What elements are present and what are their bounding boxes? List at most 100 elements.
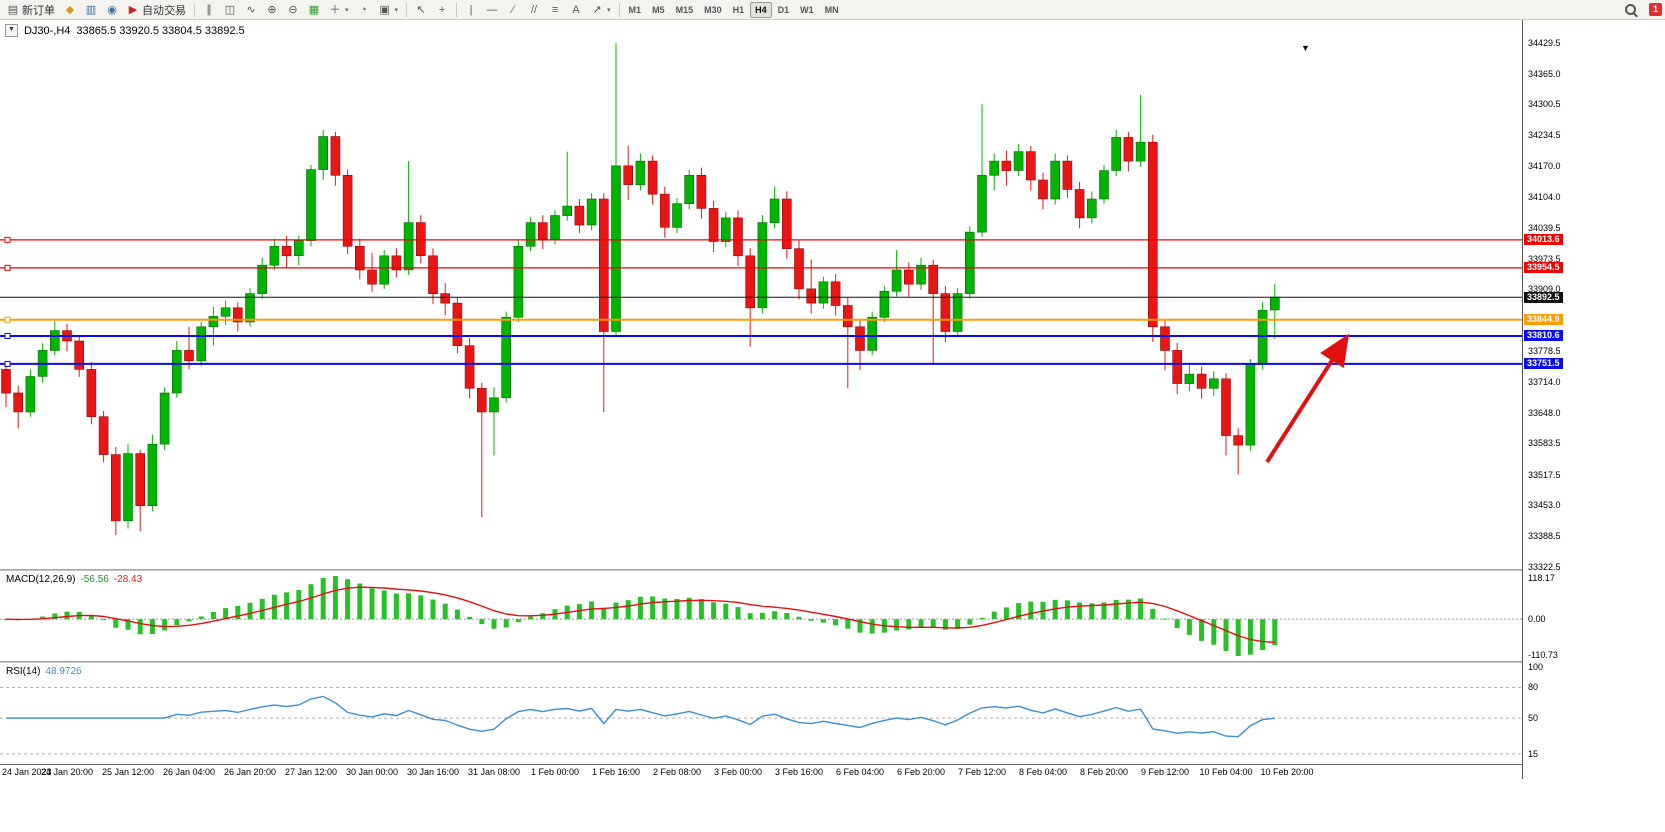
price-axis-label: 34170.0: [1528, 160, 1561, 171]
timeframe-button-h1[interactable]: H1: [732, 4, 745, 15]
arrows-tool-button[interactable]: ↗ ▾: [587, 0, 615, 20]
strategy-tester-button[interactable]: ◔: [354, 0, 374, 20]
candle-down: [281, 246, 292, 257]
candle-down: [330, 136, 341, 176]
macd-histogram-bar: [247, 602, 253, 620]
crosshair-tool-button[interactable]: +: [432, 0, 452, 20]
text-tool-button[interactable]: A: [566, 0, 586, 20]
rsi-chart[interactable]: [0, 663, 1522, 763]
main-chart-panel[interactable]: ▼ DJ30-,H4 33865.5 33920.5 33804.5 33892…: [0, 20, 1522, 569]
timeframe-button-m15[interactable]: M15: [675, 4, 694, 15]
top-toolbar: ▤ 新订单 ◆ ▥ ◉ ▶ 自动交易 ∥ ◫ ∿ ⊕ ⊖ ▦ ＋ ▾ ◔ ▣ ▾ ↖…: [0, 0, 1665, 20]
new-chart-button[interactable]: ＋ ▾: [325, 0, 353, 20]
candle-up: [196, 326, 206, 362]
trendline-tool-button[interactable]: ∕: [503, 0, 523, 20]
channel-tool-button[interactable]: //: [524, 0, 544, 20]
candle-up: [501, 316, 512, 399]
macd-histogram-bar: [369, 588, 375, 620]
macd-histogram-bar: [784, 613, 790, 620]
price-axis-label: 34300.5: [1528, 99, 1561, 110]
time-axis-label: 6 Feb 04:00: [835, 767, 885, 777]
horizontal-line-tool-button[interactable]: —: [482, 0, 502, 20]
timeframe-button-m5[interactable]: M5: [652, 4, 665, 15]
candle-up: [964, 231, 975, 294]
auto-trading-button[interactable]: ▶ 自动交易: [123, 0, 190, 20]
candle-down: [428, 255, 438, 295]
macd-histogram-bar: [967, 619, 973, 625]
price-axis-label: 33322.5: [1528, 562, 1561, 572]
time-axis[interactable]: 24 Jan 2023 24 Jan 20:00 25 Jan 12:00 26 Ja…: [0, 764, 1522, 780]
data-window-button[interactable]: ◉: [102, 0, 122, 20]
bar-chart-type-button[interactable]: ∥: [199, 0, 219, 20]
line-handle[interactable]: [4, 316, 11, 323]
gold-button[interactable]: ◆: [60, 0, 80, 20]
macd-histogram-bar: [979, 617, 985, 620]
vertical-line-tool-button[interactable]: |: [461, 0, 481, 20]
timeframe-button-m30[interactable]: M30: [704, 4, 722, 15]
candle-down: [574, 205, 585, 226]
macd-histogram-bar: [259, 598, 265, 620]
candle-down: [86, 369, 97, 417]
time-axis-label: 27 Jan 12:00: [284, 767, 338, 777]
timeframe-button-h4[interactable]: H4: [750, 1, 772, 18]
zoom-out-button[interactable]: ⊖: [283, 0, 303, 20]
price-axis[interactable]: 34429.5 34365.0 34300.5 34234.5 34170.0 34104…: [1522, 20, 1665, 779]
candle-up: [25, 376, 36, 413]
fibonacci-tool-button[interactable]: ≡: [545, 0, 565, 20]
candle-up: [1209, 378, 1219, 389]
time-axis-label: 25 Jan 12:00: [101, 767, 155, 777]
macd-chart[interactable]: [0, 571, 1522, 661]
arrows-icon: ↗: [592, 3, 602, 16]
panel-separator[interactable]: [0, 569, 1665, 571]
timeframe-button-mn[interactable]: MN: [824, 4, 839, 15]
line-handle[interactable]: [4, 264, 11, 271]
data-window-icon: ◉: [107, 3, 117, 16]
line-handle[interactable]: [4, 236, 11, 243]
cursor-tool-button[interactable]: ↖: [411, 0, 431, 20]
candle-down: [74, 340, 84, 370]
new-order-button[interactable]: ▤ 新订单: [3, 0, 59, 20]
candle-up: [879, 290, 890, 318]
macd-histogram-bar: [857, 619, 863, 633]
candle-down: [806, 288, 817, 304]
macd-histogram-bar: [747, 613, 753, 620]
price-axis-label: 34039.5: [1528, 222, 1561, 233]
line-chart-type-button[interactable]: ∿: [241, 0, 261, 20]
rsi-axis-label: 15: [1528, 748, 1539, 759]
candle-down: [1148, 141, 1158, 328]
price-axis-label: 34429.5: [1528, 38, 1561, 48]
notification-badge[interactable]: 1: [1648, 3, 1662, 16]
macd-histogram-bar: [235, 606, 241, 620]
chart-shift-marker[interactable]: ▼: [1301, 43, 1310, 53]
candlestick-chart[interactable]: [0, 20, 1522, 569]
macd-histogram-bar: [284, 592, 290, 620]
price-axis-label: 33909.0: [1528, 284, 1561, 295]
macd-histogram-bar: [1235, 619, 1241, 656]
macd-histogram-bar: [869, 619, 875, 634]
line-handle[interactable]: [4, 332, 11, 339]
candle-down: [1196, 373, 1207, 389]
timeframe-button-m1[interactable]: M1: [628, 4, 642, 15]
timeframe-button-d1[interactable]: D1: [777, 4, 790, 15]
candlestick-chart-icon: ◫: [224, 3, 236, 16]
tile-windows-button[interactable]: ▦: [304, 0, 324, 20]
annotation-arrow[interactable]: [1265, 333, 1350, 464]
rsi-panel[interactable]: RSI(14) 48.9726: [0, 663, 1522, 763]
macd-histogram-bar: [1028, 601, 1034, 620]
search-button[interactable]: [1621, 0, 1640, 20]
rsi-label: RSI(14) 48.9726: [6, 666, 82, 677]
timeframe-button-w1[interactable]: W1: [800, 4, 814, 15]
gold-icon: ◆: [65, 3, 75, 16]
candle-down: [1026, 151, 1036, 181]
macd-histogram-bar: [1223, 619, 1229, 651]
macd-histogram-bar: [40, 616, 46, 620]
candlestick-chart-type-button[interactable]: ◫: [220, 0, 240, 20]
macd-panel[interactable]: MACD(12,26,9) -56.56 -28.43: [0, 571, 1522, 661]
macd-label: MACD(12,26,9) -56.56 -28.43: [6, 574, 143, 585]
market-watch-button[interactable]: ▥: [81, 0, 101, 20]
line-handle[interactable]: [4, 360, 11, 367]
panel-separator[interactable]: [0, 661, 1665, 663]
zoom-in-button[interactable]: ⊕: [262, 0, 282, 20]
snapshot-button[interactable]: ▣ ▾: [375, 0, 403, 20]
one-click-trading-toggle[interactable]: ▼: [5, 24, 18, 37]
